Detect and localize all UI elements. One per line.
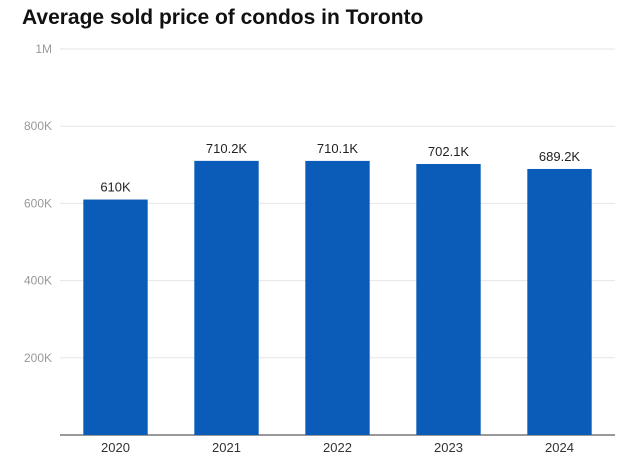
x-tick-label: 2020 [101,440,130,455]
data-label: 710.1K [317,141,359,156]
data-label: 702.1K [428,144,470,159]
data-label: 710.2K [206,141,248,156]
y-tick-label: 600K [24,196,52,210]
x-tick-label: 2023 [434,440,463,455]
bar-2023 [416,163,481,436]
y-tick-label: 1M [35,42,52,56]
data-label: 610K [100,180,131,195]
y-tick-label: 200K [24,351,52,365]
data-label: 689.2K [539,149,581,164]
x-tick-label: 2022 [323,440,352,455]
bar-2021 [194,160,259,435]
chart-title: Average sold price of condos in Toronto [22,6,424,29]
bar-2020 [83,199,148,435]
bar-2022 [305,160,370,435]
x-tick-label: 2021 [212,440,241,455]
bar-2024 [527,168,592,435]
x-axis: 2020 2021 2022 2023 2024 [101,440,574,455]
y-tick-label: 800K [24,119,52,133]
data-labels: 610K 710.2K 710.1K 702.1K 689.2K [100,141,580,195]
y-tick-label: 400K [24,274,52,288]
x-tick-label: 2024 [545,440,574,455]
y-axis: 200K 400K 600K 800K 1M [24,42,52,365]
bars [83,160,592,436]
